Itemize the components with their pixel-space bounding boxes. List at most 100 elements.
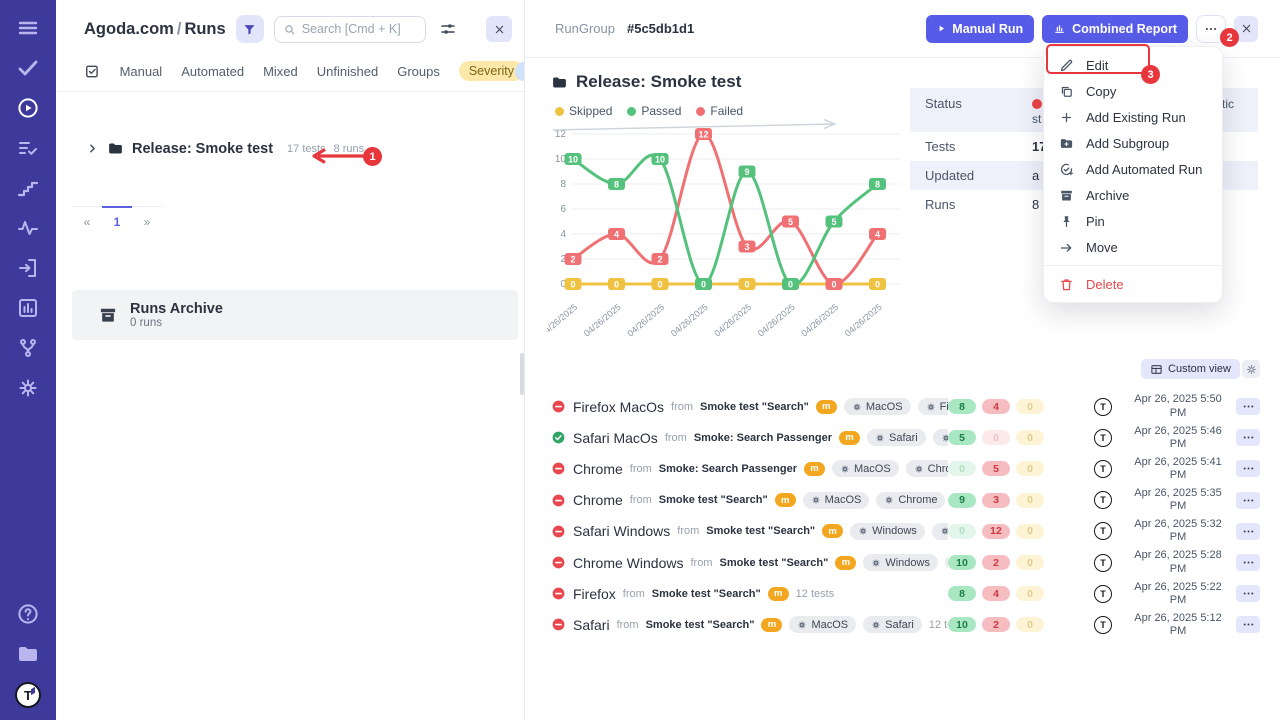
skipped-count: 0 (1016, 617, 1044, 633)
run-row[interactable]: Chrome from Smoke: Search Passenger m MacOS C… (547, 453, 1260, 484)
sidebar-item-bar-chart-icon[interactable] (16, 296, 40, 320)
run-name[interactable]: Firefox MacOs (573, 398, 665, 415)
menu-item-add-subgroup[interactable]: Add Subgroup (1044, 130, 1222, 156)
svg-text:4: 4 (614, 230, 619, 240)
hamburger-menu-icon[interactable] (16, 16, 40, 40)
testomat-logo[interactable]: T (15, 682, 41, 708)
pagination-next[interactable]: » (132, 206, 162, 236)
tab-automated[interactable]: Automated (181, 63, 245, 79)
run-actions-button[interactable] (1236, 585, 1260, 603)
pagination-prev[interactable]: « (72, 206, 102, 236)
runs-archive-row[interactable]: Runs Archive 0 runs (72, 290, 518, 340)
run-actions-button[interactable] (1236, 398, 1260, 416)
run-from-label: from (616, 618, 639, 631)
failed-count: 0 (982, 430, 1010, 446)
menu-item-copy[interactable]: Copy (1044, 78, 1222, 104)
sidebar-item-login-icon[interactable] (16, 256, 40, 280)
manual-run-button[interactable]: Manual Run (926, 14, 1035, 43)
legend-skipped[interactable]: Skipped (555, 104, 612, 118)
run-name[interactable]: Chrome Windows (573, 554, 684, 571)
filter-button[interactable] (235, 15, 264, 43)
env-badge-chrome: Chrome (905, 460, 948, 478)
chevron-right-icon[interactable] (86, 142, 99, 155)
svg-text:5: 5 (831, 217, 836, 227)
search-box[interactable] (273, 15, 426, 43)
runs-value: 8 (1032, 197, 1040, 212)
svg-text:2: 2 (570, 255, 575, 265)
tab-severity[interactable]: Severity (458, 61, 524, 81)
run-actions-button[interactable] (1236, 460, 1260, 478)
panel-close-button[interactable] (486, 16, 512, 42)
menu-item-add-automated-run[interactable]: Add Automated Run (1044, 156, 1222, 182)
run-actions-button[interactable] (1236, 554, 1260, 572)
tab-manual[interactable]: Manual (119, 63, 163, 79)
sidebar-item-play-circle-icon[interactable] (16, 96, 40, 120)
legend-failed[interactable]: Failed (696, 104, 743, 118)
run-actions-button[interactable] (1236, 616, 1260, 634)
view-settings-gear-icon[interactable] (1242, 360, 1260, 378)
tab-unfinished[interactable]: Unfinished (316, 63, 379, 79)
combined-report-button[interactable]: Combined Report (1042, 14, 1188, 43)
sidebar-item-gear-icon[interactable] (16, 376, 40, 400)
run-from-label: from (629, 494, 652, 507)
run-actions-button[interactable] (1236, 522, 1260, 540)
run-name[interactable]: Chrome (573, 492, 623, 509)
run-source: Smoke test "Search" (706, 525, 816, 538)
svg-text:4: 4 (875, 230, 880, 240)
menu-item-archive[interactable]: Archive (1044, 182, 1222, 208)
status-failed-icon (551, 524, 566, 539)
tab-groups[interactable]: Groups (397, 63, 440, 79)
menu-item-label: Archive (1086, 187, 1130, 203)
run-row[interactable]: Chrome Windows from Smoke test "Search" m Wi… (547, 547, 1260, 578)
run-name[interactable]: Chrome (573, 460, 623, 477)
run-name[interactable]: Safari (573, 616, 610, 633)
menu-item-pin[interactable]: Pin (1044, 208, 1222, 234)
menu-item-add-existing-run[interactable]: Add Existing Run (1044, 104, 1222, 130)
run-row[interactable]: Safari Windows from Smoke test "Search" m Wi… (547, 516, 1260, 547)
run-row[interactable]: Safari MacOs from Smoke: Search Passenger m… (547, 422, 1260, 453)
run-row[interactable]: Safari from Smoke test "Search" m MacOS Safar… (547, 609, 1260, 640)
run-row[interactable]: Chrome from Smoke test "Search" m MacOS Chrom… (547, 485, 1260, 516)
tab-mixed[interactable]: Mixed (263, 63, 298, 79)
menu-item-delete[interactable]: Delete (1044, 271, 1222, 297)
run-name[interactable]: Safari MacOs (573, 429, 658, 446)
search-input[interactable] (301, 22, 412, 36)
run-actions-button[interactable] (1236, 491, 1260, 509)
run-actions-button[interactable] (1236, 429, 1260, 447)
legend-passed[interactable]: Passed (627, 104, 681, 118)
svg-text:6: 6 (560, 204, 566, 215)
failed-count: 5 (982, 461, 1010, 477)
rungroup-id: #5c5db1d1 (626, 21, 695, 36)
reporter-logo: T (1094, 459, 1112, 478)
skipped-count: 0 (1016, 492, 1044, 508)
sidebar-item-check-icon[interactable] (16, 56, 40, 80)
sidebar-item-pulse-icon[interactable] (16, 216, 40, 240)
sidebar-help-icon[interactable] (16, 602, 40, 626)
sidebar-item-branch-icon[interactable] (16, 336, 40, 360)
skipped-count: 0 (1016, 586, 1044, 602)
pin-icon (1059, 214, 1074, 229)
svg-text:12: 12 (698, 130, 708, 140)
release-tree-item[interactable]: Release: Smoke test 17 tests 8 runs (56, 140, 524, 157)
run-from-label: from (690, 556, 713, 569)
menu-item-edit[interactable]: Edit (1044, 52, 1222, 78)
run-row[interactable]: Firefox MacOs from Smoke test "Search" m Mac… (547, 391, 1260, 422)
sidebar-item-list-check-icon[interactable] (16, 136, 40, 160)
gear-icon (871, 558, 881, 568)
menu-item-move[interactable]: Move (1044, 234, 1222, 260)
status-text-fragment: st (1032, 112, 1042, 126)
scrollbar-thumb[interactable] (520, 353, 524, 395)
run-row[interactable]: Firefox from Smoke test "Search" m 12 tests 8… (547, 578, 1260, 609)
breadcrumb-project[interactable]: Agoda.com (84, 19, 174, 38)
adjustments-icon[interactable] (436, 17, 460, 41)
custom-view-button[interactable]: Custom view (1141, 359, 1240, 379)
sidebar-folder-icon[interactable] (16, 642, 40, 666)
release-title[interactable]: Release: Smoke test (132, 140, 274, 157)
checkbox-list-icon[interactable] (84, 63, 101, 80)
run-name[interactable]: Safari Windows (573, 523, 671, 540)
run-name[interactable]: Firefox (573, 585, 616, 602)
sidebar-item-stairs-icon[interactable] (16, 176, 40, 200)
pagination-page-1[interactable]: 1 (102, 206, 132, 236)
